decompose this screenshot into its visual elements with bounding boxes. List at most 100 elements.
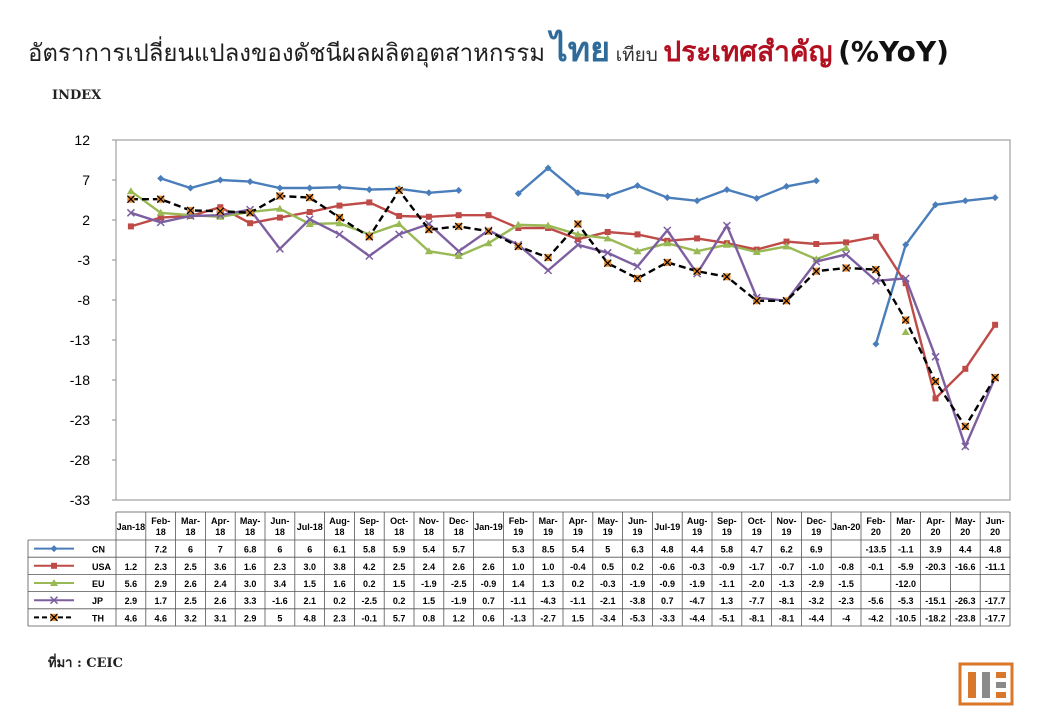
data-table-cell: 4.2 — [363, 562, 376, 572]
data-point-usa — [932, 395, 939, 402]
data-table-cell: 5 — [605, 545, 610, 555]
data-table-cell: -7.7 — [749, 596, 765, 606]
data-point-th-cross — [514, 242, 523, 251]
data-table-cell: 3.2 — [184, 613, 197, 623]
data-table-cell: -1.9 — [689, 579, 705, 589]
data-point-jp — [663, 226, 672, 235]
data-table-cell: -3.8 — [630, 596, 646, 606]
data-table-cell: -1.0 — [809, 562, 825, 572]
data-table-cell: 2.9 — [125, 596, 138, 606]
data-point-th-cross — [484, 227, 493, 236]
data-point-eu — [842, 244, 851, 251]
data-table-cell: 5.8 — [363, 545, 376, 555]
data-point-jp — [573, 240, 582, 249]
data-table-cell: 2.1 — [303, 596, 316, 606]
data-table-cell: -5.1 — [719, 613, 735, 623]
data-point-eu — [126, 187, 135, 195]
data-point-jp — [156, 218, 165, 227]
data-table-cell: -0.4 — [570, 562, 586, 572]
data-table-cell: -10.5 — [895, 613, 916, 623]
data-table-cell: 2.3 — [154, 562, 167, 572]
data-point-jp — [871, 276, 880, 285]
data-table-cell: 0.6 — [482, 613, 495, 623]
data-table-cell: -0.9 — [481, 579, 497, 589]
data-point-cn — [872, 340, 880, 348]
y-tick-label: -23 — [70, 412, 90, 428]
data-table-cell: -5.9 — [898, 562, 914, 572]
data-point-usa — [634, 231, 641, 238]
data-table-cell: 2.6 — [184, 579, 197, 589]
data-table-cell: 2.6 — [214, 596, 227, 606]
data-point-cn — [961, 197, 969, 205]
data-table-cell: 1.5 — [572, 613, 585, 623]
data-table-cell: -0.1 — [362, 613, 378, 623]
data-table-cell: -2.0 — [749, 579, 765, 589]
data-point-th-cross — [991, 373, 1000, 382]
data-point-jp — [275, 244, 284, 253]
legend-label-cn: CN — [92, 545, 105, 555]
data-table-cell: 1.0 — [542, 562, 555, 572]
data-table-cell: 6.3 — [631, 545, 644, 555]
x-category-label: Jul-19 — [654, 522, 680, 532]
data-point-th-cross — [931, 377, 940, 386]
data-point-th-cross — [693, 267, 702, 276]
data-point-usa — [127, 223, 134, 230]
data-table-cell: -0.9 — [719, 562, 735, 572]
data-table-cell: 0.7 — [661, 596, 674, 606]
data-point-th-cross — [126, 195, 135, 204]
x-category-label: May-18 — [240, 516, 261, 537]
data-table-cell: 6 — [307, 545, 312, 555]
data-point-cn — [365, 186, 373, 194]
data-point-jp — [365, 251, 374, 261]
data-table-cell: 4.4 — [691, 545, 704, 555]
data-table-cell: 2.5 — [393, 562, 406, 572]
data-table-cell: 2.5 — [184, 596, 197, 606]
data-point-cn — [514, 190, 522, 198]
data-table-cell: 0.7 — [482, 596, 495, 606]
data-point-th-cross — [395, 186, 404, 195]
data-table-cell: 5.8 — [721, 545, 734, 555]
x-category-label: Apr-20 — [926, 516, 945, 537]
data-table-cell: 0.2 — [393, 596, 406, 606]
data-table-cell: -0.7 — [779, 562, 795, 572]
data-point-usa — [336, 202, 343, 209]
data-table-cell: -5.6 — [868, 596, 884, 606]
title-part-5: (%YoY) — [838, 35, 949, 68]
data-point-jp — [395, 230, 404, 239]
data-table-cell: 3.6 — [214, 562, 227, 572]
source-label: ที่มา : CEIC — [48, 656, 123, 671]
series-line-th — [130, 188, 997, 429]
data-point-usa — [247, 220, 254, 227]
data-table-cell: 4.6 — [125, 613, 138, 623]
data-table-cell: -2.5 — [362, 596, 378, 606]
data-point-eu — [454, 252, 463, 259]
data-table-cell: -11.1 — [985, 562, 1005, 572]
data-table-cell: 3.0 — [244, 579, 257, 589]
data-point-eu — [305, 220, 314, 227]
data-table-cell: 0.2 — [572, 579, 585, 589]
data-point-eu — [335, 219, 344, 227]
data-table-cell: -2.7 — [540, 613, 556, 623]
data-table-cell: -4.7 — [689, 596, 705, 606]
data-point-usa — [366, 199, 373, 206]
data-point-eu — [275, 204, 284, 212]
x-category-label: Jul-18 — [297, 522, 323, 532]
data-point-cn — [50, 545, 58, 553]
data-table-cell: 4.4 — [959, 545, 972, 555]
data-table-cell: -13.5 — [866, 545, 887, 555]
y-tick-label: -18 — [70, 372, 90, 388]
data-point-cn — [574, 189, 582, 197]
data-point-eu — [544, 221, 553, 229]
data-table-cell: -3.3 — [660, 613, 676, 623]
data-point-jp — [49, 596, 59, 605]
data-table-cell: -4 — [842, 613, 850, 623]
data-table-cell: 0.2 — [631, 562, 644, 572]
x-category-label: Dec-18 — [449, 516, 469, 537]
data-table-cell: 2.9 — [154, 579, 167, 589]
data-table-cell: -12.0 — [895, 579, 916, 589]
data-table-cell: 2.5 — [184, 562, 197, 572]
data-point-cn — [455, 186, 463, 194]
data-table-cell: -2.3 — [838, 596, 854, 606]
data-point-th-cross — [305, 193, 314, 202]
data-table-cell: 3.3 — [244, 596, 257, 606]
